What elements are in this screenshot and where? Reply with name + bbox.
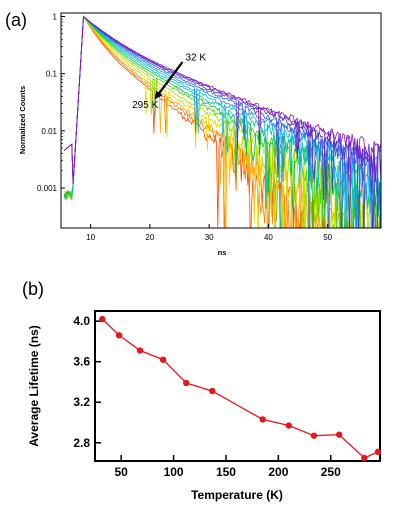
lifetime-y-axis-label: Average Lifetime (ns) <box>27 325 41 447</box>
lifetime-x-tick-label: 50 <box>115 465 129 479</box>
lifetime-point <box>209 387 216 395</box>
lifetime-point <box>374 448 382 456</box>
decay-x-tick-label: 20 <box>145 233 154 242</box>
panel-a-label: (a) <box>5 10 27 30</box>
lifetime-y-tick-label: 4.0 <box>73 314 90 328</box>
lifetime-point <box>259 416 266 423</box>
lifetime-point <box>335 431 343 438</box>
lifetime-series <box>99 315 382 462</box>
lifetime-x-tick-label: 250 <box>321 465 341 479</box>
lifetime-y-tick-label: 3.2 <box>73 395 90 409</box>
lifetime-point <box>159 356 167 363</box>
lifetime-x-axis-label: Temperature (K) <box>191 488 283 502</box>
lifetime-plot-frame <box>94 310 381 462</box>
decay-y-tick-label: 0.1 <box>46 70 58 79</box>
lifetime-point <box>99 315 106 323</box>
decay-curve <box>63 15 381 228</box>
lifetime-point <box>115 332 123 339</box>
decay-curve <box>63 15 381 228</box>
decay-x-tick-label: 10 <box>86 233 95 242</box>
lifetime-point <box>285 422 293 429</box>
lifetime-panel: (b) 50 100 150 200 250 2.8 3.2 3.6 4.0 Average L… <box>22 279 382 502</box>
decay-curve <box>63 15 381 185</box>
decay-x-tick-label: 30 <box>205 233 214 242</box>
lifetime-point <box>182 379 190 387</box>
annotation-32k: 32 K <box>185 52 206 63</box>
decay-plot-frame <box>60 12 382 229</box>
decay-y-tick-label: 0.001 <box>37 184 58 193</box>
lifetime-point <box>310 432 318 439</box>
decay-axes: 10 20 30 40 50 0.001 0.01 0.1 1 <box>37 12 333 242</box>
decay-panel: (a) 10 20 30 40 50 0.001 0.01 0.1 1 Normalized C… <box>5 10 382 257</box>
annotation-295k: 295 K <box>132 100 158 111</box>
decay-x-axis-label: ns <box>218 248 227 257</box>
lifetime-line <box>101 318 379 459</box>
decay-curve <box>63 15 381 228</box>
lifetime-y-tick-label: 2.8 <box>73 436 90 450</box>
decay-x-tick-label: 40 <box>264 233 273 242</box>
decay-y-tick-label: 1 <box>53 12 58 21</box>
lifetime-x-tick-label: 150 <box>216 465 236 479</box>
decay-curve <box>63 15 381 228</box>
decay-curves <box>63 15 381 228</box>
lifetime-point <box>136 347 144 354</box>
decay-x-tick-label: 50 <box>323 233 332 242</box>
decay-y-axis-label: Normalized Counts <box>18 86 27 154</box>
lifetime-x-tick-label: 200 <box>268 465 288 479</box>
lifetime-x-tick-label: 100 <box>164 465 184 479</box>
decay-curve <box>63 15 347 228</box>
lifetime-y-tick-label: 3.6 <box>73 355 90 369</box>
lifetime-axes: 50 100 150 200 250 2.8 3.2 3.6 4.0 <box>73 314 341 479</box>
lifetime-point <box>361 454 368 462</box>
panel-b-label: (b) <box>22 279 44 299</box>
decay-curve <box>63 15 381 228</box>
temperature-arrow <box>154 61 184 100</box>
decay-y-tick-label: 0.01 <box>41 127 57 136</box>
